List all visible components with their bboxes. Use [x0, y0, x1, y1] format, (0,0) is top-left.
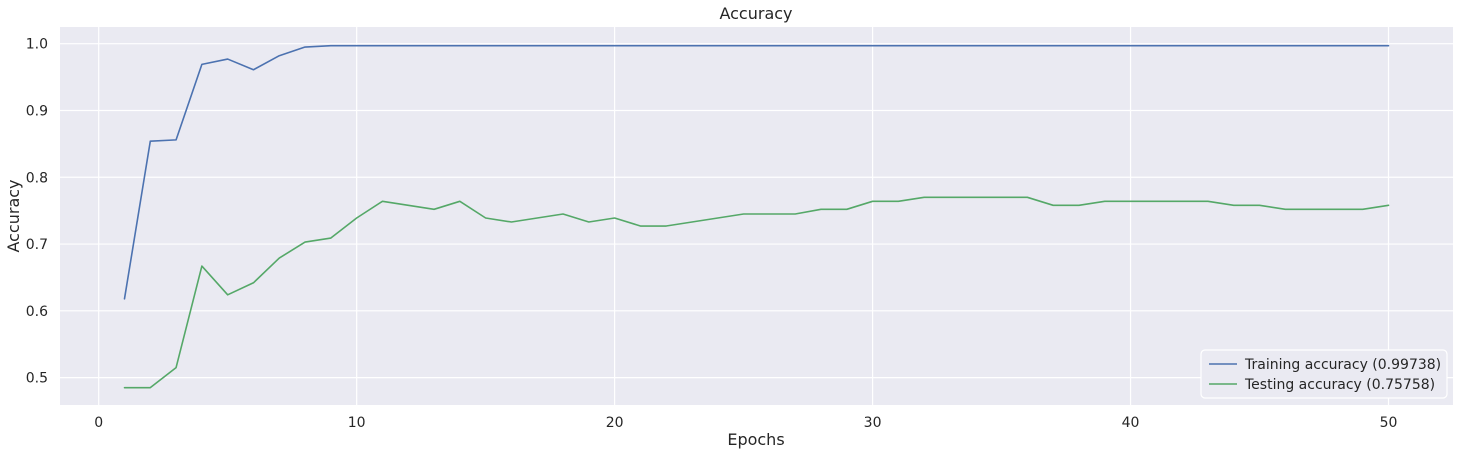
- x-tick-label: 20: [606, 415, 624, 431]
- x-axis-label: Epochs: [727, 430, 784, 449]
- x-tick-label: 30: [864, 415, 882, 431]
- legend: Training accuracy (0.99738) Testing accu…: [1200, 349, 1448, 399]
- y-tick-label: 0.6: [26, 304, 48, 320]
- series-line-testing: [123, 196, 1390, 389]
- plot-background: [60, 27, 1453, 405]
- y-tick-label: 0.8: [26, 170, 48, 186]
- y-tick-label: 0.5: [26, 371, 48, 387]
- x-tick-label: 10: [348, 415, 366, 431]
- x-tick-label: 50: [1380, 415, 1398, 431]
- y-tick-label: 0.7: [26, 237, 48, 253]
- x-tick-label: 0: [94, 415, 103, 431]
- legend-entry-training: Training accuracy (0.99738): [1244, 357, 1441, 373]
- series-line-training: [123, 44, 1390, 300]
- y-tick-label: 0.9: [26, 103, 48, 119]
- series-lines: [123, 44, 1390, 389]
- tick-labels: 0 10 20 30 40 50 0.5 0.6 0.7 0.8 0.9 1.0: [26, 37, 1398, 431]
- chart-title: Accuracy: [719, 4, 792, 23]
- legend-entry-testing: Testing accuracy (0.75758): [1244, 377, 1435, 393]
- legend-box: [1200, 349, 1448, 399]
- grid-lines: [60, 27, 1453, 405]
- x-tick-label: 40: [1122, 415, 1140, 431]
- y-tick-label: 1.0: [26, 37, 48, 53]
- y-axis-label: Accuracy: [4, 179, 23, 252]
